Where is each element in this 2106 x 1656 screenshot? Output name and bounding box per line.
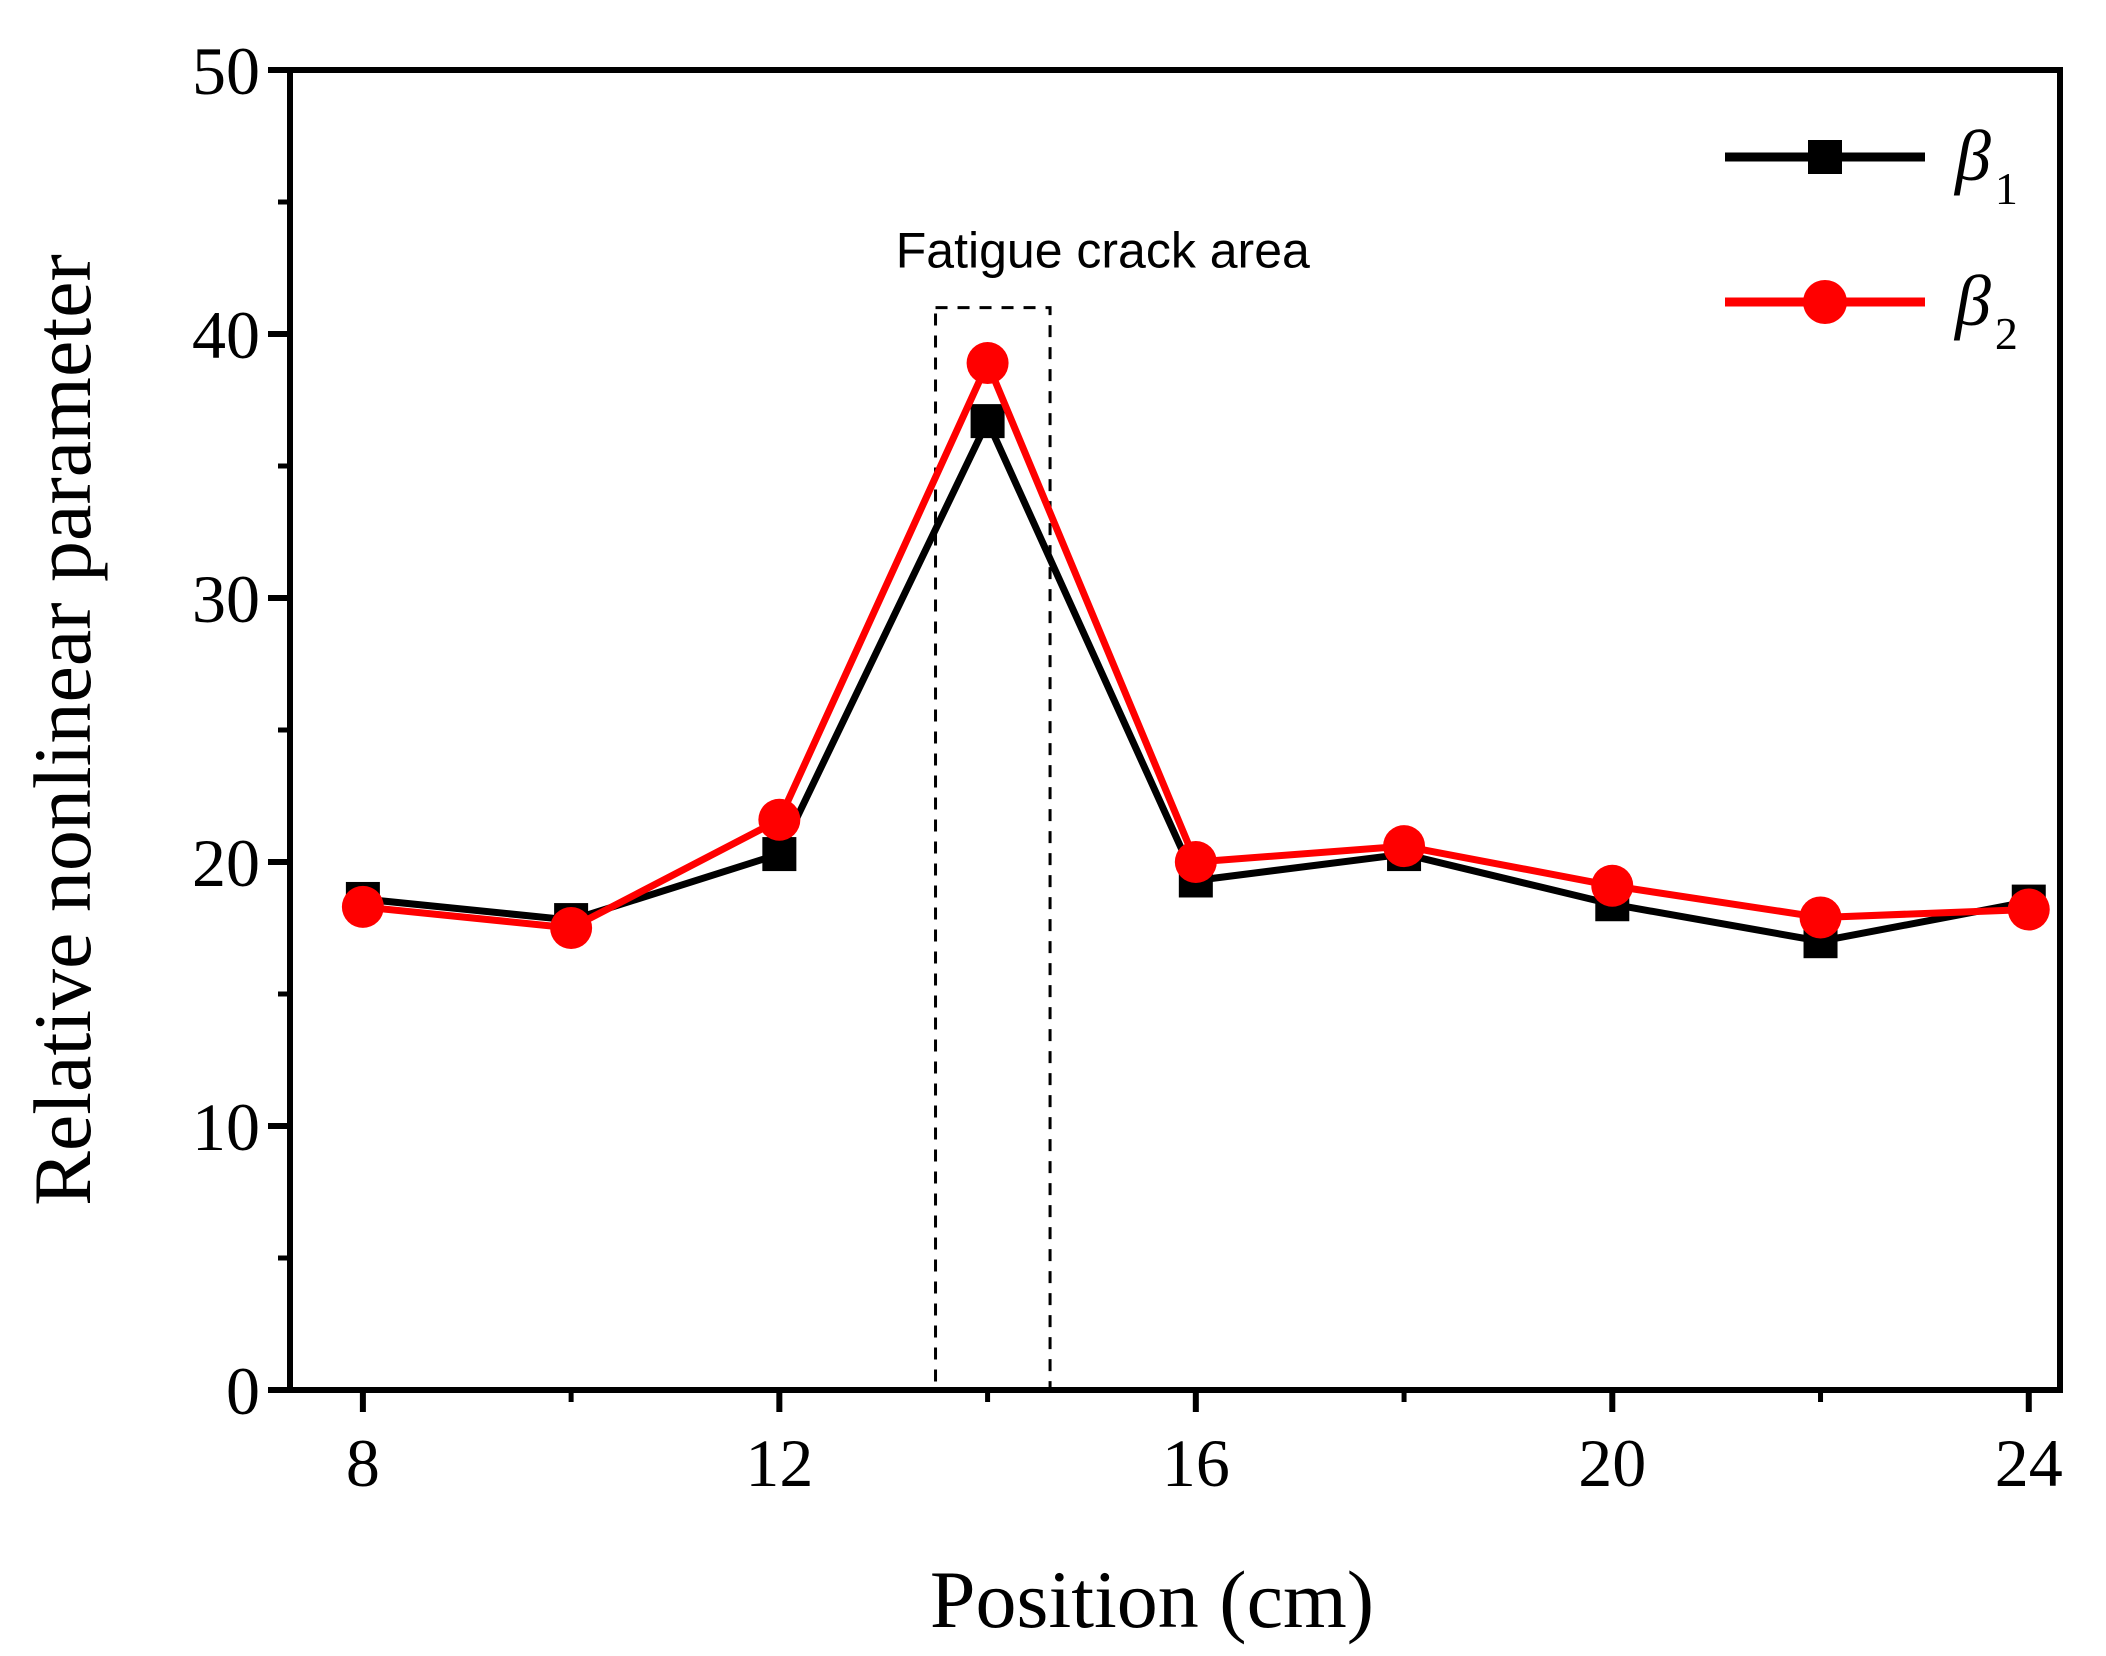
y-axis-ticks: 0 10 20 30 40 50 [192,33,290,1429]
x-axis-ticks: 8 12 16 20 24 [346,1390,2063,1501]
data-point-beta1 [970,404,1005,439]
legend-marker-beta1 [1808,140,1842,174]
x-tick-label: 24 [1995,1425,2063,1501]
y-tick-label: 20 [192,825,260,901]
plot-area [287,67,2063,1393]
legend-entry-beta2: β2 [1725,261,2018,359]
data-point-beta2 [550,907,593,949]
x-axis-title: Position (cm) [930,1554,1374,1645]
fatigue-crack-area-label: Fatigue crack area [896,223,1310,279]
y-axis-title: Relative nonlinear parameter [17,254,108,1206]
x-tick-label: 8 [346,1425,380,1501]
data-point-beta1 [762,837,797,872]
legend-marker-beta2 [1803,280,1847,324]
series-group [341,342,2050,959]
annotation-group: Fatigue crack area [896,223,1310,1392]
y-tick-label: 50 [192,33,260,109]
y-tick-label: 10 [192,1089,260,1165]
legend: β1 β2 [1725,116,2018,359]
data-point-beta2 [1174,841,1217,883]
legend-label-beta2: β2 [1953,261,2018,359]
x-tick-label: 20 [1578,1425,1646,1501]
legend-entry-beta1: β1 [1725,116,2018,214]
y-tick-label: 40 [192,297,260,373]
data-point-beta2 [758,798,801,841]
x-tick-label: 16 [1162,1425,1230,1501]
data-point-beta2 [966,342,1009,385]
fatigue-crack-area-box [934,306,1052,1392]
data-point-beta2 [1799,896,1842,939]
legend-label-beta1: β1 [1953,116,2018,214]
data-point-beta2 [341,885,384,928]
data-point-beta2 [2007,888,2050,931]
y-tick-label: 30 [192,561,260,637]
y-tick-label: 0 [226,1353,260,1429]
x-tick-label: 12 [745,1425,813,1501]
data-point-beta2 [1591,864,1634,907]
data-point-beta2 [1383,825,1426,868]
